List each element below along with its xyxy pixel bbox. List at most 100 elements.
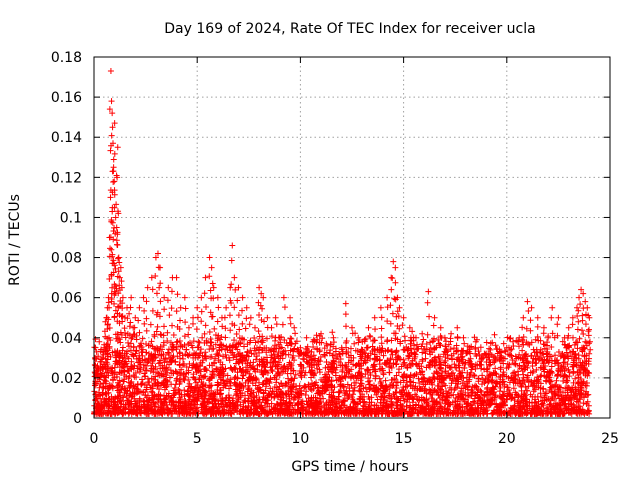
noise-point [160,339,167,346]
noise-point [360,385,367,392]
noise-point [385,346,392,353]
noise-point [400,356,407,363]
noise-point [501,399,508,406]
noise-point [477,410,484,417]
noise-point [228,365,235,372]
noise-point [234,369,241,376]
noise-point [415,375,422,382]
noise-point [474,400,481,407]
noise-point [411,351,418,358]
noise-point [413,393,420,400]
noise-point [277,400,284,407]
noise-point [113,354,120,361]
noise-point [363,388,370,395]
noise-point [329,329,336,336]
noise-point [470,398,477,405]
noise-point [564,361,571,368]
noise-point [450,391,457,398]
noise-point [181,387,188,394]
noise-point [533,366,540,373]
noise-point [339,399,346,406]
noise-point [191,385,198,392]
noise-point [422,355,429,362]
noise-point [543,390,550,397]
noise-point [419,340,426,347]
noise-point [516,343,522,350]
noise-point [237,401,244,408]
noise-point [491,331,498,338]
noise-point [432,344,439,351]
noise-point [225,394,232,401]
noise-point [520,341,527,348]
noise-point [111,364,118,371]
noise-point [234,375,241,382]
noise-point [406,404,413,411]
noise-point [349,396,356,403]
noise-point [537,384,544,391]
noise-point [165,390,172,397]
x-tick-label: 10 [291,431,309,447]
noise-point [188,342,195,349]
noise-point [538,372,545,379]
data-marks [91,68,594,417]
noise-point [559,389,566,396]
noise-point [314,346,321,353]
noise-point [512,353,519,360]
x-tick-label: 15 [395,431,413,447]
noise-point [166,351,172,358]
noise-point [212,341,219,348]
noise-point [277,355,284,362]
noise-point [484,384,491,391]
noise-point [424,379,431,386]
noise-point [431,375,438,382]
noise-point [148,362,155,369]
noise-point [381,388,388,395]
noise-point [408,349,415,356]
noise-point [377,379,384,386]
x-tick-label: 0 [90,431,99,447]
chart-title: Day 169 of 2024, Rate Of TEC Index for r… [164,21,535,37]
noise-point [296,385,303,392]
noise-point [435,392,442,399]
noise-point [298,349,305,356]
noise-point [212,355,219,362]
noise-point [507,335,514,342]
noise-point [270,404,277,411]
noise-point [384,398,391,405]
noise-point [500,340,507,347]
noise-point [483,358,490,365]
noise-point [134,381,141,388]
noise-point [154,382,161,389]
noise-point [372,355,379,362]
noise-point [177,378,184,385]
noise-point [106,402,113,409]
noise-point [486,345,493,352]
noise-point [311,370,318,377]
noise-point [504,334,511,341]
noise-point [508,346,515,353]
noise-point [570,388,577,395]
noise-point [255,338,262,345]
noise-point [506,387,513,394]
noise-point [164,337,171,344]
noise-point [156,386,163,393]
noise-point [340,398,347,405]
noise-point [332,348,339,355]
noise-point [132,403,139,410]
noise-point [537,346,544,353]
noise-point [233,330,240,337]
noise-point [393,372,400,379]
noise-point [171,384,178,391]
noise-point [192,363,199,370]
noise-point [445,341,452,348]
noise-point [362,335,369,342]
noise-point [177,372,184,379]
noise-point [564,377,571,384]
noise-point [155,360,162,367]
noise-point [380,371,387,378]
noise-point [554,383,561,390]
noise-point [173,375,180,382]
noise-point [124,397,131,404]
noise-point [214,381,221,388]
noise-point [201,330,208,337]
